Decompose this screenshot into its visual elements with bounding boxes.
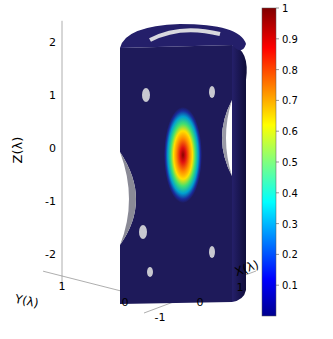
svg-text:0: 0 [49,142,56,155]
svg-text:1: 1 [49,89,56,102]
svg-text:0.5: 0.5 [282,157,298,168]
svg-text:Y(λ): Y(λ) [13,292,40,311]
svg-text:0: 0 [122,296,129,309]
svg-text:-1: -1 [45,195,56,208]
svg-text:X(λ): X(λ) [233,257,261,279]
svg-text:1: 1 [282,3,288,14]
svg-text:-1: -1 [155,311,166,324]
svg-text:1: 1 [237,281,244,294]
svg-text:0.6: 0.6 [282,126,298,137]
svg-text:0.4: 0.4 [282,188,298,199]
svg-text:0.8: 0.8 [282,65,298,76]
svg-text:0.9: 0.9 [282,34,298,45]
svg-text:1: 1 [59,280,66,293]
svg-text:Z(λ): Z(λ) [10,137,25,164]
svg-text:0: 0 [197,296,204,309]
svg-text:2: 2 [49,36,56,49]
svg-text:0.1: 0.1 [282,280,298,291]
svg-text:-2: -2 [45,248,56,261]
svg-text:0.7: 0.7 [282,95,298,106]
svg-text:0.3: 0.3 [282,219,298,230]
svg-text:0.2: 0.2 [282,249,298,260]
